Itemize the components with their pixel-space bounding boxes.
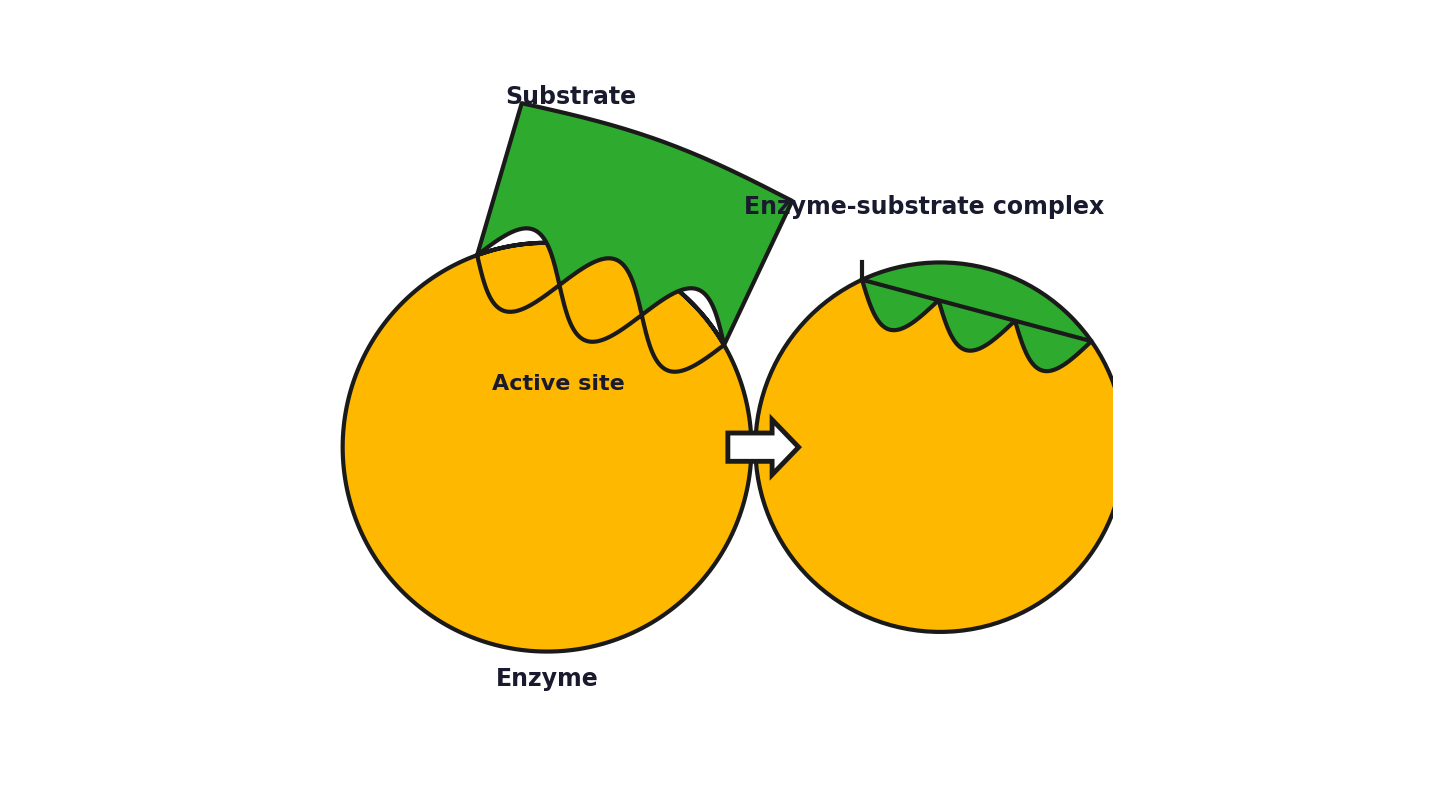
Text: Enzyme-substrate complex: Enzyme-substrate complex <box>744 195 1104 219</box>
Polygon shape <box>343 242 752 651</box>
Polygon shape <box>727 420 799 474</box>
Text: Substrate: Substrate <box>505 86 636 110</box>
Circle shape <box>756 262 1125 632</box>
Text: Enzyme: Enzyme <box>495 667 599 691</box>
Text: Active site: Active site <box>492 374 625 394</box>
Polygon shape <box>863 262 1092 371</box>
Polygon shape <box>477 103 792 345</box>
